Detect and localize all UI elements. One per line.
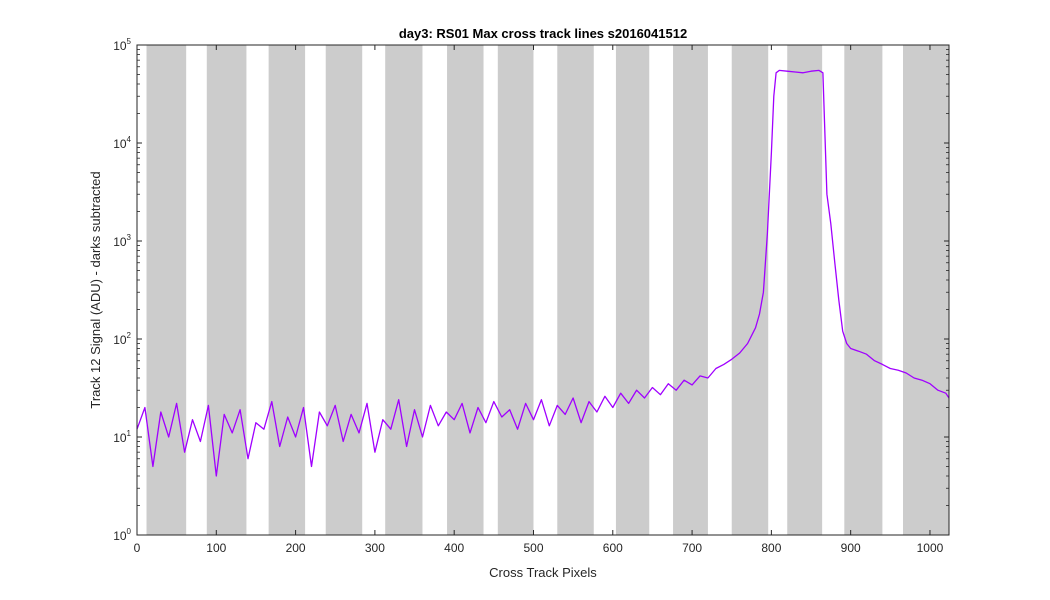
y-axis-label: Track 12 Signal (ADU) - darks subtracted xyxy=(88,171,103,408)
x-tick-label-0: 0 xyxy=(134,541,141,555)
y-tick-label-1: 101 xyxy=(113,429,131,445)
shaded-band-12 xyxy=(844,45,883,535)
shaded-band-5 xyxy=(447,45,484,535)
y-tick-label-3: 103 xyxy=(113,233,131,249)
y-tick-label-5: 105 xyxy=(113,37,131,53)
shaded-band-13 xyxy=(903,45,949,535)
shaded-band-2 xyxy=(268,45,306,535)
shaded-band-6 xyxy=(497,45,534,535)
shaded-regions xyxy=(146,45,949,535)
x-tick-label-4: 400 xyxy=(444,541,464,555)
x-axis: 0 100 200 300 400 500 600 700 800 900 1000 xyxy=(134,45,944,555)
shaded-band-4 xyxy=(385,45,423,535)
x-tick-label-1: 100 xyxy=(206,541,226,555)
shaded-band-10 xyxy=(731,45,769,535)
y-axis: 100 101 102 103 104 105 xyxy=(113,37,949,543)
shaded-band-0 xyxy=(146,45,187,535)
series-line-0 xyxy=(136,69,950,477)
shaded-band-3 xyxy=(325,45,363,535)
x-tick-label-3: 300 xyxy=(365,541,385,555)
plot-area xyxy=(137,45,949,535)
x-tick-label-9: 900 xyxy=(841,541,861,555)
y-tick-label-2: 102 xyxy=(113,331,131,347)
chart-title: day3: RS01 Max cross track lines s201604… xyxy=(399,26,687,41)
shaded-band-8 xyxy=(615,45,650,535)
shaded-band-1 xyxy=(206,45,247,535)
y-tick-label-0: 100 xyxy=(113,527,131,543)
x-tick-label-6: 600 xyxy=(603,541,623,555)
x-tick-label-5: 500 xyxy=(523,541,543,555)
shaded-band-7 xyxy=(557,45,594,535)
x-tick-label-10: 1000 xyxy=(917,541,944,555)
y-tick-label-4: 104 xyxy=(113,135,131,151)
series-layer xyxy=(136,69,950,477)
plot-frame xyxy=(136,44,950,536)
x-tick-label-2: 200 xyxy=(286,541,306,555)
x-axis-label: Cross Track Pixels xyxy=(489,565,597,580)
shaded-band-11 xyxy=(787,45,823,535)
x-tick-label-7: 700 xyxy=(682,541,702,555)
x-tick-label-8: 800 xyxy=(761,541,781,555)
shaded-band-9 xyxy=(673,45,708,535)
